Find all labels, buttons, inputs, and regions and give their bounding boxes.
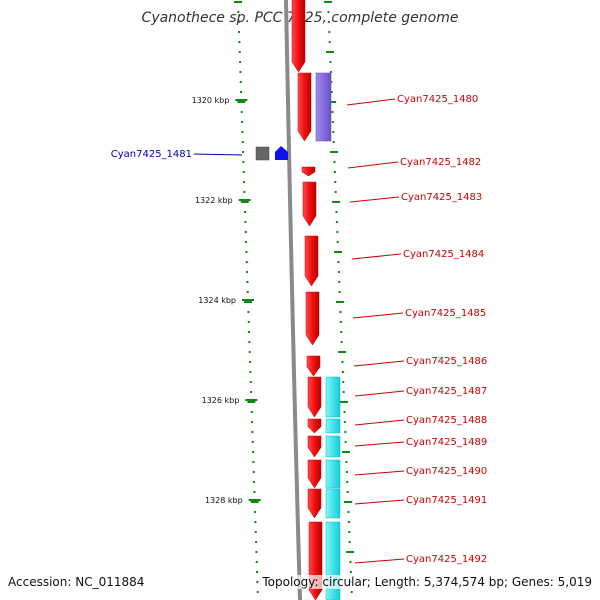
gene-features <box>255 0 341 600</box>
cds-arrow <box>302 181 317 227</box>
scale-label: 1326 kbp <box>202 396 240 405</box>
label-leader-line <box>354 470 405 476</box>
cds-arrow <box>304 235 319 287</box>
genome-summary-text: Topology: circular; Length: 5,374,574 bp… <box>262 575 592 589</box>
label-leader-line <box>353 360 405 367</box>
cds-arrow <box>291 0 306 73</box>
gene-label-cyan7425_1487[interactable]: Cyan7425_1487 <box>406 386 487 397</box>
gene-label-cyan7425_1486[interactable]: Cyan7425_1486 <box>406 356 487 367</box>
rna-feature <box>255 146 270 161</box>
label-leader-line <box>354 558 405 564</box>
gene-label-cyan7425_1483[interactable]: Cyan7425_1483 <box>401 192 482 203</box>
label-leader-line <box>193 153 243 156</box>
cog-bar <box>325 376 341 418</box>
cds-arrow <box>307 418 322 434</box>
cog-bar <box>315 72 332 142</box>
accession-text: Accession: NC_011884 <box>8 575 145 589</box>
cog-bar <box>325 459 341 489</box>
gene-label-cyan7425_1484[interactable]: Cyan7425_1484 <box>403 249 484 260</box>
cds-arrow <box>307 488 322 519</box>
gene-label-cyan7425_1482[interactable]: Cyan7425_1482 <box>400 157 481 168</box>
scale-ticks-right <box>324 1 355 593</box>
gene-label-cyan7425_1492[interactable]: Cyan7425_1492 <box>406 554 487 565</box>
gene-label-cyan7425_1480[interactable]: Cyan7425_1480 <box>397 94 478 105</box>
cds-arrow <box>307 435 322 458</box>
cog-bar <box>325 435 341 458</box>
label-leader-line <box>354 499 405 505</box>
label-leader-line <box>352 312 404 319</box>
cds-arrow <box>305 291 320 346</box>
scale-label: 1322 kbp <box>195 196 233 205</box>
gene-labels: Cyan7425_1480 Cyan7425_1481 Cyan7425_1482 C… <box>111 94 488 565</box>
gene-label-cyan7425_1481[interactable]: Cyan7425_1481 <box>111 149 192 160</box>
label-leader-line <box>351 253 402 260</box>
cog-bar <box>325 488 341 519</box>
scale-label: 1328 kbp <box>205 496 243 505</box>
genome-backbone <box>284 0 302 600</box>
gene-label-cyan7425_1489[interactable]: Cyan7425_1489 <box>406 437 487 448</box>
scale-labels: 1320 kbp 1322 kbp 1324 kbp 1326 kbp 1328 kbp <box>192 96 261 505</box>
label-leader-line <box>347 161 399 169</box>
rna-arrow <box>275 146 288 160</box>
scale-label: 1324 kbp <box>198 296 236 305</box>
cds-arrow <box>306 355 321 377</box>
label-leader-line <box>349 196 400 203</box>
gene-label-cyan7425_1485[interactable]: Cyan7425_1485 <box>405 308 486 319</box>
gene-label-cyan7425_1491[interactable]: Cyan7425_1491 <box>406 495 487 506</box>
gene-label-cyan7425_1490[interactable]: Cyan7425_1490 <box>406 466 487 477</box>
scale-label: 1320 kbp <box>192 96 230 105</box>
label-leader-line <box>354 419 405 426</box>
label-leaders <box>193 98 405 564</box>
cds-arrow <box>307 376 322 418</box>
cog-bar <box>325 418 341 434</box>
label-leader-line <box>354 390 405 397</box>
cds-arrow <box>297 72 312 142</box>
gene-label-cyan7425_1488[interactable]: Cyan7425_1488 <box>406 415 487 426</box>
label-leader-line <box>354 441 405 447</box>
cds-arrow <box>307 459 322 489</box>
label-leader-line <box>346 98 396 106</box>
scale-ticks-left <box>234 1 259 593</box>
cds-arrow <box>301 166 316 177</box>
